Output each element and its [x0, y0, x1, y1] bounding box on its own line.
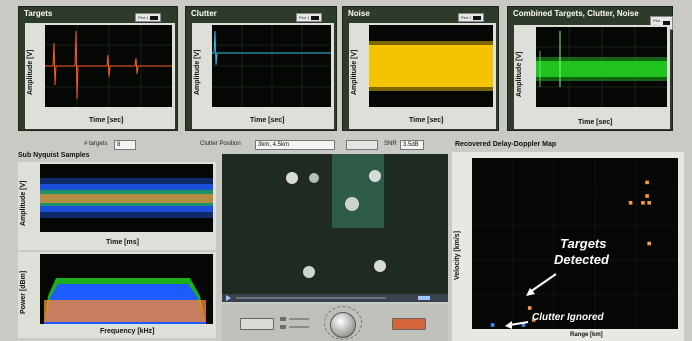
indicator-label-1: [289, 318, 309, 320]
sub-nyquist-title: Sub Nyquist Samples: [18, 152, 90, 159]
targets-arrowhead-icon: [526, 288, 535, 296]
sub-nyquist-spectrum-plot-area: Power [dBm] Frequency [kHz]: [18, 252, 216, 338]
video-controls-bar: [222, 294, 448, 302]
targets-plot[interactable]: [45, 25, 172, 107]
sub-nyquist-time-trace: [40, 178, 213, 218]
x-axis-label: Time [sec]: [250, 117, 285, 124]
x-axis-label: Frequency [kHz]: [100, 328, 155, 335]
clutter-point-1: [521, 323, 526, 327]
clutter-arrow-icon: [509, 321, 529, 326]
y-axis-label: Velocity [km/s]: [454, 230, 461, 280]
panel-title: Noise: [348, 9, 370, 18]
indicator-led-2: [280, 325, 286, 329]
target-point-7: [532, 318, 536, 322]
stop-button[interactable]: [392, 318, 426, 330]
mode-selector[interactable]: [346, 140, 378, 150]
progress-track[interactable]: [236, 297, 386, 299]
num-targets-label: # targets: [84, 141, 108, 147]
y-axis-label: Amplitude [V]: [351, 49, 358, 96]
noise-plot-area: Amplitude [V] Time [sec]: [349, 23, 496, 129]
indicator-label-2: [289, 326, 309, 328]
panel-title: Combined Targets, Clutter, Noise: [513, 9, 639, 18]
num-targets-field[interactable]: 8: [114, 140, 136, 150]
panel-title: Clutter: [191, 9, 217, 18]
clutter-position-field[interactable]: 3km, 4.5km: [255, 140, 335, 150]
doppler-map-title: Recovered Delay-Doppler Map: [455, 141, 557, 148]
mode-toggle-button[interactable]: [240, 318, 274, 330]
play-icon[interactable]: [226, 295, 231, 301]
clutter-annotation: Clutter Ignored: [532, 312, 604, 323]
y-axis-label: Amplitude [V]: [27, 49, 34, 96]
targets-trace: [45, 25, 172, 107]
panel-title: Targets: [24, 9, 53, 18]
sub-nyquist-spectrum-trace: [44, 278, 206, 324]
sub-nyquist-time-plot-area: Amplitude [V] Time [ms]: [18, 162, 216, 250]
y-axis-label: Amplitude [V]: [194, 49, 201, 96]
clutter-trace: [212, 25, 331, 107]
plot-legend[interactable]: Plot 1: [135, 13, 162, 22]
plot-legend[interactable]: Plot 1: [458, 13, 485, 22]
targets-annotation-line1: Targets: [560, 236, 607, 251]
noise-trace: [369, 41, 493, 91]
combined-panel: Combined Targets, Clutter, Noise Plot 1 …: [507, 6, 673, 131]
target-point-2: [645, 180, 649, 185]
target-point-0: [647, 241, 651, 246]
knob-scale-icon: [324, 306, 362, 340]
combined-trace: [536, 27, 667, 107]
sub-nyquist-time-plot[interactable]: [40, 164, 213, 232]
combined-plot-area: Amplitude [V] Time [sec]: [514, 25, 670, 129]
doppler-map-area: Velocity [km/s] Targets Detected Clutter…: [452, 152, 684, 341]
target-point-5: [647, 201, 651, 205]
target-point-3: [628, 201, 633, 205]
doppler-scatter: [472, 158, 678, 329]
clutter-position-label: Clutter Position: [200, 141, 241, 147]
sub-nyquist-spectrum-plot[interactable]: [40, 254, 213, 324]
targets-arrow-icon: [529, 273, 557, 293]
target-point-1: [645, 194, 649, 198]
x-axis-label: Range [km]: [570, 332, 603, 338]
video-frame: [286, 154, 386, 278]
combined-plot[interactable]: [536, 27, 667, 107]
legend-swatch-icon: [150, 15, 159, 20]
noise-plot[interactable]: [369, 25, 493, 107]
y-axis-label: Amplitude [V]: [20, 180, 27, 227]
snr-field[interactable]: 3.5dB: [400, 140, 424, 150]
volume-icon[interactable]: [418, 296, 430, 300]
legend-swatch-icon: [473, 15, 482, 20]
video-player[interactable]: [222, 154, 448, 302]
indicator-led-1: [280, 317, 286, 321]
x-axis-label: Time [ms]: [106, 239, 139, 246]
legend-swatch-icon: [311, 15, 320, 20]
clutter-arrowhead-icon: [505, 321, 512, 329]
plot-legend[interactable]: Plot 1: [296, 13, 323, 22]
noise-panel: Noise Plot 1 Amplitude [V] Time [sec]: [342, 6, 499, 131]
y-axis-label: Amplitude [V]: [516, 51, 523, 98]
target-point-4: [641, 201, 645, 205]
target-point-6: [527, 306, 532, 310]
y-axis-label: Power [dBm]: [20, 270, 27, 314]
clutter-plot-area: Amplitude [V] Time [sec]: [192, 23, 334, 129]
clutter-plot[interactable]: [212, 25, 331, 107]
clutter-panel: Clutter Plot 1 Amplitude [V] Time [sec]: [185, 6, 337, 131]
targets-annotation-line2: Detected: [554, 252, 609, 267]
doppler-map-plot[interactable]: Targets Detected Clutter Ignored: [472, 158, 678, 329]
snr-label: SNR: [384, 141, 397, 147]
targets-panel: Targets Plot 1 Amplitude [V] Time [sec]: [18, 6, 178, 131]
targets-plot-area: Amplitude [V] Time [sec]: [25, 23, 175, 129]
x-axis-label: Time [sec]: [89, 117, 124, 124]
legend-swatch-icon: [663, 21, 670, 25]
clutter-point-0: [490, 323, 495, 327]
x-axis-label: Time [sec]: [409, 117, 444, 124]
x-axis-label: Time [sec]: [578, 119, 613, 126]
